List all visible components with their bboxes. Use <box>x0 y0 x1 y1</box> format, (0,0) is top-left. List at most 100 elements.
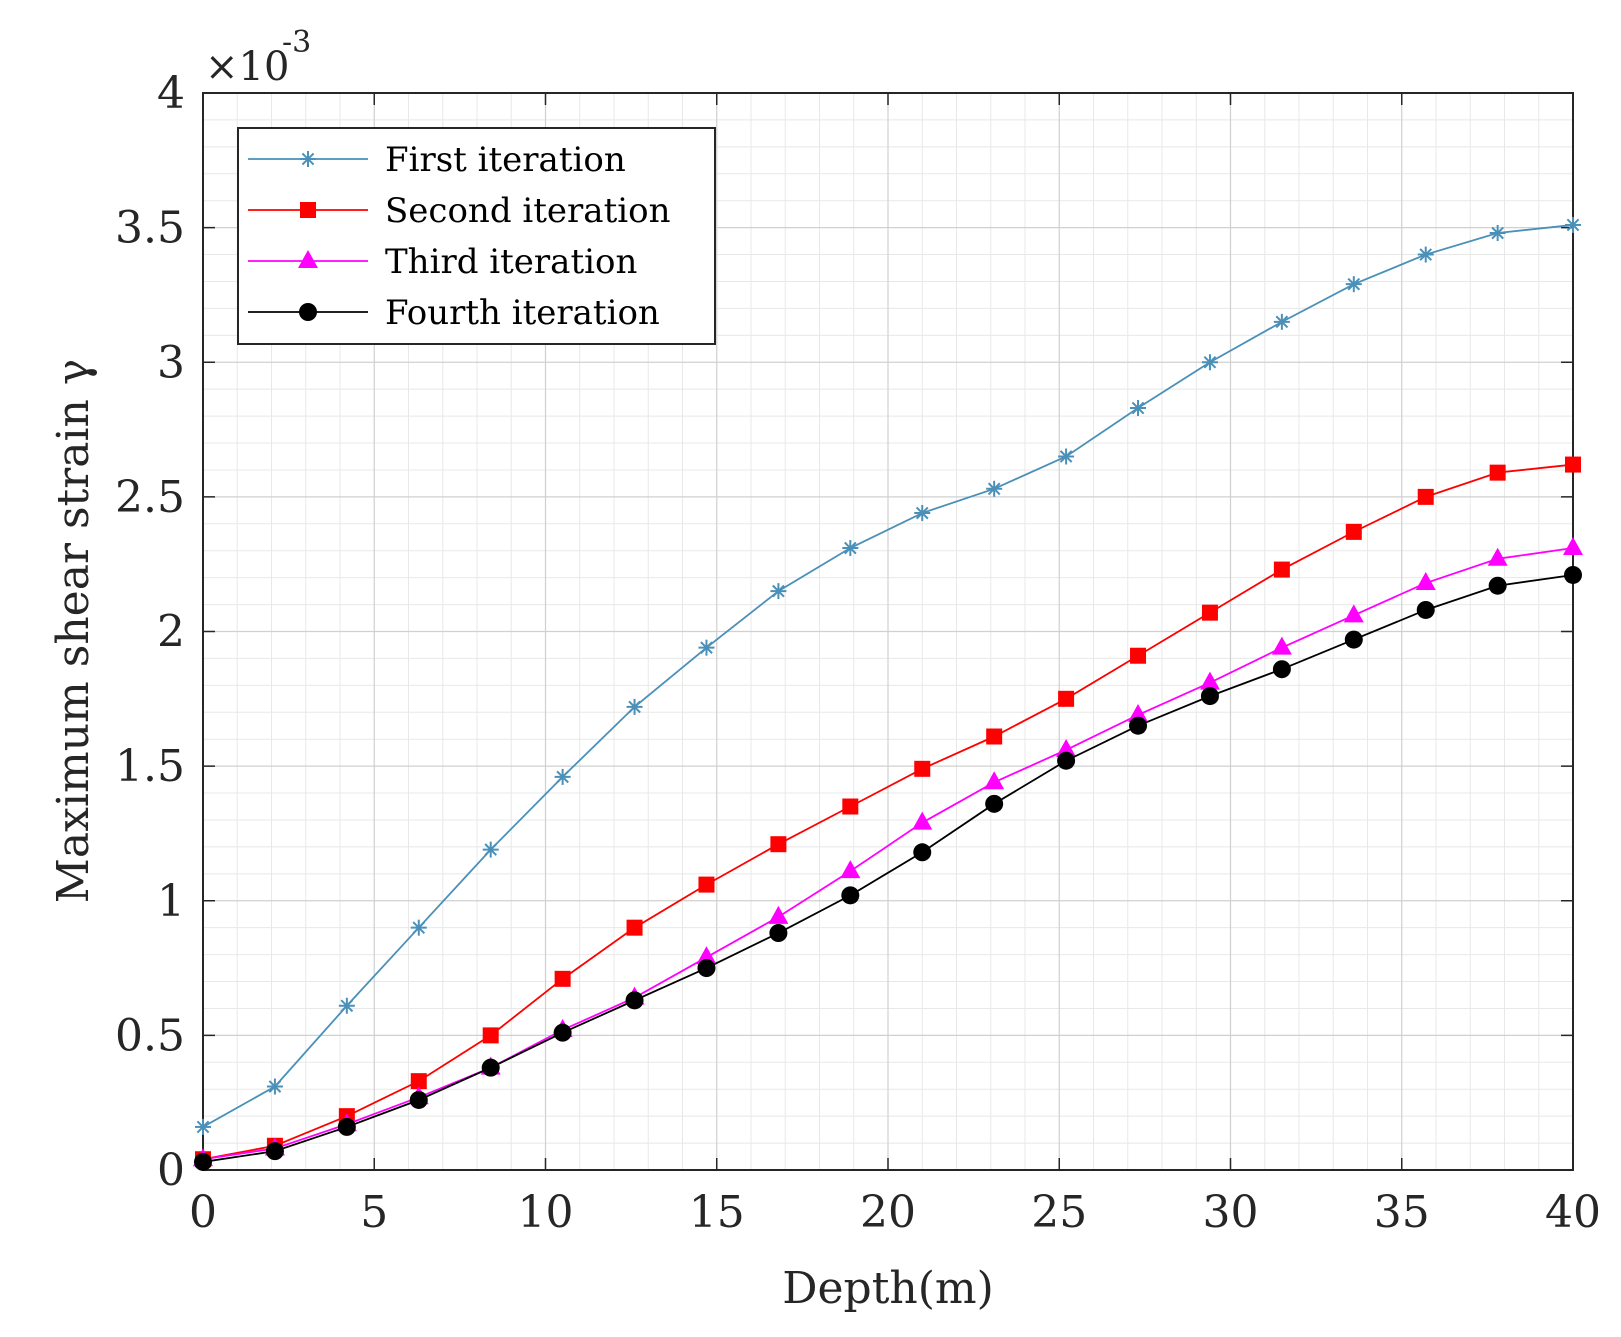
data-point <box>1128 703 1149 722</box>
data-point <box>914 505 931 522</box>
data-point <box>842 798 859 815</box>
y-tick-labels: 0 0.5 1 1.5 2 2.5 3 3.5 4 <box>115 68 185 1196</box>
data-point <box>554 970 571 987</box>
y-exponent-base: ×10 <box>205 44 289 90</box>
y-tick-label: 1 <box>157 876 185 927</box>
data-point <box>1129 716 1148 735</box>
x-tick-label: 25 <box>1031 1187 1087 1238</box>
data-point <box>769 924 788 943</box>
data-point <box>481 1058 500 1077</box>
data-point <box>409 1090 428 1109</box>
data-point <box>986 480 1003 497</box>
data-point <box>1200 687 1219 706</box>
data-point <box>984 771 1005 790</box>
data-point <box>410 1073 427 1090</box>
series-line <box>202 224 1574 1128</box>
data-point <box>912 811 933 830</box>
data-point <box>626 698 643 715</box>
x-tick-label: 35 <box>1374 1187 1430 1238</box>
series-line <box>202 574 1574 1163</box>
data-point <box>1058 448 1075 465</box>
data-point <box>1058 690 1075 707</box>
data-point <box>1201 604 1218 621</box>
data-point <box>1345 276 1362 293</box>
x-tick-label: 30 <box>1203 1187 1259 1238</box>
data-point <box>1345 523 1362 540</box>
data-point <box>1130 400 1147 417</box>
y-tick-label: 4 <box>157 68 185 119</box>
data-point <box>1417 246 1434 263</box>
data-point <box>1271 636 1292 655</box>
legend-label-fourth: Fourth iteration <box>385 293 660 333</box>
data-point <box>913 843 932 862</box>
data-point <box>1417 488 1434 505</box>
y-tick-label: 1.5 <box>115 741 185 792</box>
data-point <box>986 728 1003 745</box>
legend-marker <box>300 202 316 218</box>
x-tick-label: 0 <box>189 1187 217 1238</box>
data-point <box>770 583 787 600</box>
x-tick-label: 20 <box>860 1187 916 1238</box>
data-point <box>1201 354 1218 371</box>
y-tick-label: 0.5 <box>115 1010 185 1061</box>
x-tick-label: 40 <box>1545 1187 1601 1238</box>
data-point <box>482 1027 499 1044</box>
data-point <box>1273 561 1290 578</box>
data-point <box>1564 565 1582 584</box>
y-tick-label: 2 <box>157 607 185 658</box>
y-exponent: ×10 -3 <box>205 25 311 90</box>
data-point <box>194 1152 212 1171</box>
data-point <box>1563 537 1583 556</box>
series-4 <box>194 565 1582 1171</box>
legend-marker <box>298 250 318 268</box>
data-point <box>337 1117 356 1136</box>
data-point <box>266 1078 283 1095</box>
x-tick-label: 15 <box>689 1187 745 1238</box>
data-point <box>1487 547 1508 566</box>
data-point <box>482 841 499 858</box>
series-line <box>202 463 1574 1161</box>
y-tick-label: 3 <box>157 337 185 388</box>
data-point <box>1488 576 1507 595</box>
data-point <box>698 639 715 656</box>
x-tick-label: 5 <box>360 1187 388 1238</box>
data-point <box>1273 313 1290 330</box>
data-point <box>553 1023 572 1042</box>
y-tick-label: 3.5 <box>115 203 185 254</box>
data-point <box>410 919 427 936</box>
data-point <box>696 946 717 965</box>
data-point <box>698 876 715 893</box>
data-point <box>1489 464 1506 481</box>
data-point <box>1416 600 1435 619</box>
data-point <box>625 991 644 1010</box>
data-point <box>554 768 571 785</box>
legend-marker <box>300 151 316 167</box>
data-point <box>841 886 860 905</box>
y-axis-title: Maximum shear strain γ <box>48 359 99 903</box>
data-point <box>1272 660 1291 679</box>
data-point <box>768 905 789 924</box>
data-point <box>697 959 716 978</box>
x-tick-label: 10 <box>518 1187 574 1238</box>
data-point <box>1344 630 1363 649</box>
legend: First iteration Second iteration Third i… <box>237 127 716 345</box>
data-point <box>338 997 355 1014</box>
data-point <box>914 760 931 777</box>
series-layer <box>193 216 1583 1171</box>
y-tick-label: 0 <box>157 1145 185 1196</box>
data-point <box>1343 604 1364 623</box>
y-exponent-power: -3 <box>282 25 311 60</box>
data-point <box>1056 738 1077 757</box>
data-point <box>1199 671 1220 690</box>
data-point <box>626 919 643 936</box>
data-point <box>1565 216 1581 233</box>
y-tick-label: 2.5 <box>115 472 185 523</box>
data-point <box>1565 456 1581 473</box>
data-point <box>1130 647 1147 664</box>
data-point <box>1057 751 1076 770</box>
series-1 <box>195 216 1581 1135</box>
data-point <box>195 1118 211 1135</box>
x-tick-labels: 0 5 10 15 20 25 30 35 40 <box>189 1187 1601 1238</box>
series-line <box>202 547 1574 1161</box>
